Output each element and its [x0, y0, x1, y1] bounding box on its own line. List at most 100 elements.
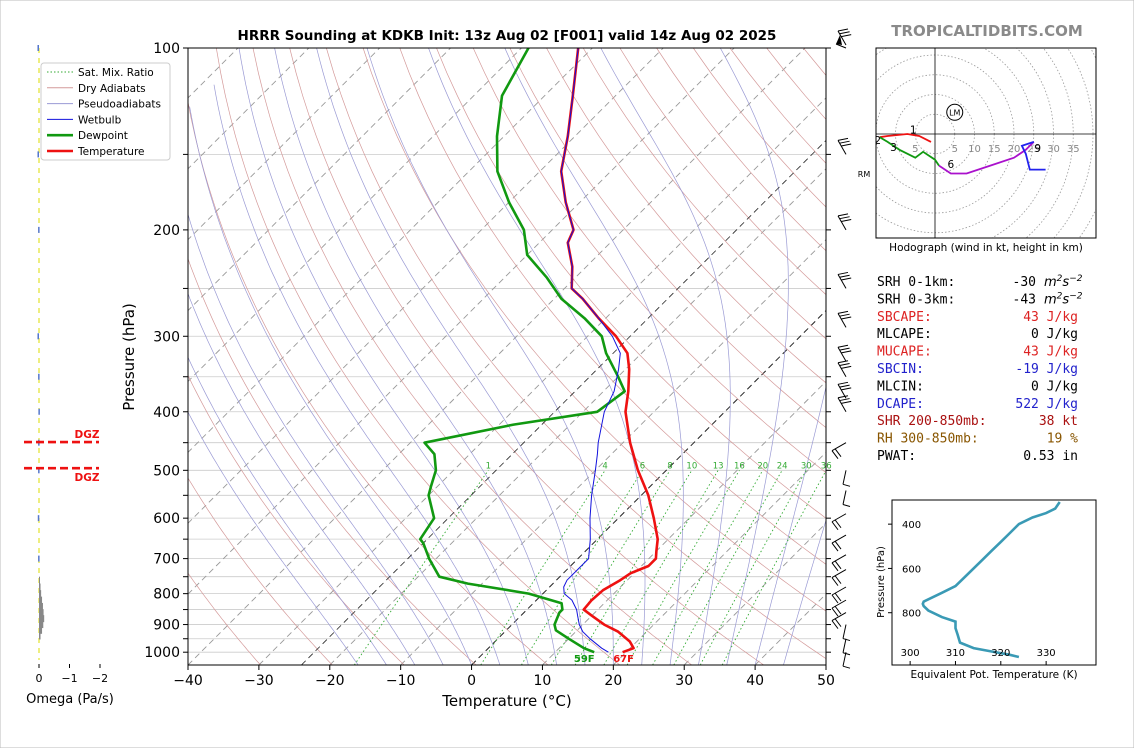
x-tick-label: 40	[746, 673, 764, 689]
index-label: SRH 0-3km:	[877, 292, 955, 307]
hodograph-lm-label: LM	[949, 108, 960, 117]
x-tick-label: −20	[315, 673, 345, 689]
omega-x-tick-label: 0	[36, 672, 43, 685]
legend-label-dry: Dry Adiabats	[78, 83, 146, 95]
index-value: 0 J/kg	[1031, 327, 1078, 342]
mixing-ratio-label: 8	[667, 461, 672, 471]
theta-e-x-tick-label: 310	[946, 648, 965, 659]
index-label: RH 300-850mb:	[877, 432, 979, 447]
y-tick-label: 100	[153, 41, 180, 57]
omega-bar	[38, 556, 40, 562]
theta-e-x-tick-label: 300	[901, 648, 920, 659]
index-label: SRH 0-1km:	[877, 275, 955, 290]
index-label: DCAPE:	[877, 397, 924, 412]
hodograph-height-label: 3	[890, 142, 897, 154]
x-tick-label: 0	[467, 673, 476, 689]
legend-label-sat_mix: Sat. Mix. Ratio	[78, 67, 154, 79]
index-label: SBCAPE:	[877, 310, 932, 325]
skewt-xlabel: Temperature (°C)	[441, 692, 571, 710]
hodograph-title: Hodograph (wind in kt, height in km)	[889, 242, 1083, 254]
x-tick-label: 30	[675, 673, 693, 689]
index-value: 0 J/kg	[1031, 379, 1078, 394]
omega-bar	[39, 590, 41, 597]
omega-bar	[38, 374, 40, 380]
y-tick-label: 700	[153, 552, 180, 568]
omega-xlabel: Omega (Pa/s)	[26, 692, 114, 707]
theta-e-y-tick-label: 600	[902, 564, 921, 575]
x-tick-label: −10	[386, 673, 416, 689]
mixing-ratio-label: 13	[713, 461, 724, 471]
skewt-ylabel: Pressure (hPa)	[120, 303, 138, 411]
y-tick-label: 200	[153, 223, 180, 239]
index-label: MLCAPE:	[877, 327, 932, 342]
y-tick-label: 1000	[144, 645, 180, 661]
mixing-ratio-label: 1	[486, 461, 491, 471]
mixing-ratio-label: 16	[734, 461, 745, 471]
y-tick-label: 300	[153, 329, 180, 345]
omega-bar	[39, 632, 41, 639]
omega-x-tick-label: −2	[92, 672, 108, 685]
omega-bar	[37, 333, 39, 339]
y-tick-label: 500	[153, 463, 180, 479]
index-value: -43	[1013, 292, 1036, 307]
theta-e-ylabel: Pressure (hPa)	[876, 546, 887, 618]
index-label: MUCAPE:	[877, 345, 932, 360]
omega-bar	[39, 609, 44, 616]
omega-bar	[39, 577, 40, 584]
mixing-ratio-label: 6	[640, 461, 645, 471]
watermark: TROPICALTIDBITS.COM	[891, 22, 1083, 40]
omega-bar	[39, 584, 41, 591]
x-tick-label: 10	[534, 673, 552, 689]
index-value: 43 J/kg	[1023, 310, 1078, 325]
hodograph-ring-label: 15	[988, 144, 1001, 155]
chart-title: HRRR Sounding at KDKB Init: 13z Aug 02 […	[238, 28, 777, 44]
surface-temp-label: 67F	[613, 654, 634, 665]
legend-label-dewpoint: Dewpoint	[78, 130, 128, 142]
dgz-label: DGZ	[75, 472, 100, 484]
x-tick-label: −40	[173, 673, 203, 689]
omega-bar	[39, 603, 43, 610]
omega-bar	[38, 227, 40, 233]
index-value: 43 J/kg	[1023, 345, 1078, 360]
index-value: 19 %	[1047, 432, 1078, 447]
surface-dewpoint-label: 59F	[574, 654, 595, 665]
hodograph-ring-label: 35	[1067, 144, 1080, 155]
mixing-ratio-label: 20	[757, 461, 768, 471]
omega-bar	[38, 409, 40, 415]
mixing-ratio-label: 24	[777, 461, 788, 471]
hodograph-height-label: 9	[1034, 143, 1041, 155]
omega-bar	[37, 45, 39, 51]
hodograph-ring-label: 20	[1008, 144, 1021, 155]
y-tick-label: 400	[153, 405, 180, 421]
index-value: 0.53 in	[1023, 449, 1078, 464]
legend-label-pseudo: Pseudoadiabats	[78, 99, 161, 111]
theta-e-x-tick-label: 320	[991, 648, 1010, 659]
hodograph-height-label: 6	[947, 159, 954, 171]
mixing-ratio-label: 30	[801, 461, 812, 471]
theta-e-y-tick-label: 400	[902, 520, 921, 531]
hodograph-ring-label: 30	[1047, 144, 1060, 155]
mixing-ratio-label: 4	[602, 461, 607, 471]
legend: Sat. Mix. Ratio Dry Adiabats Pseudoadiabat…	[41, 63, 170, 160]
index-value: -30	[1013, 275, 1036, 290]
hodograph-ring-label: 5	[952, 144, 958, 155]
index-value: -19 J/kg	[1015, 362, 1078, 377]
hodograph-height-label: 1	[910, 124, 917, 136]
y-tick-label: 800	[153, 587, 180, 603]
index-value: 522 J/kg	[1015, 397, 1078, 412]
omega-bar	[39, 597, 42, 604]
theta-e-frame	[892, 500, 1096, 665]
index-label: SHR 200-850mb:	[877, 414, 987, 429]
theta-e-x-tick-label: 330	[1037, 648, 1056, 659]
index-label: MLCIN:	[877, 379, 924, 394]
y-tick-label: 900	[153, 618, 180, 634]
dgz-label: DGZ	[75, 429, 100, 441]
theta-e-xlabel: Equivalent Pot. Temperature (K)	[910, 669, 1077, 681]
legend-label-temperature: Temperature	[77, 146, 145, 158]
x-tick-label: 50	[817, 673, 835, 689]
hodograph-ring-label: 5	[912, 144, 918, 155]
mixing-ratio-label: 36	[821, 461, 832, 471]
